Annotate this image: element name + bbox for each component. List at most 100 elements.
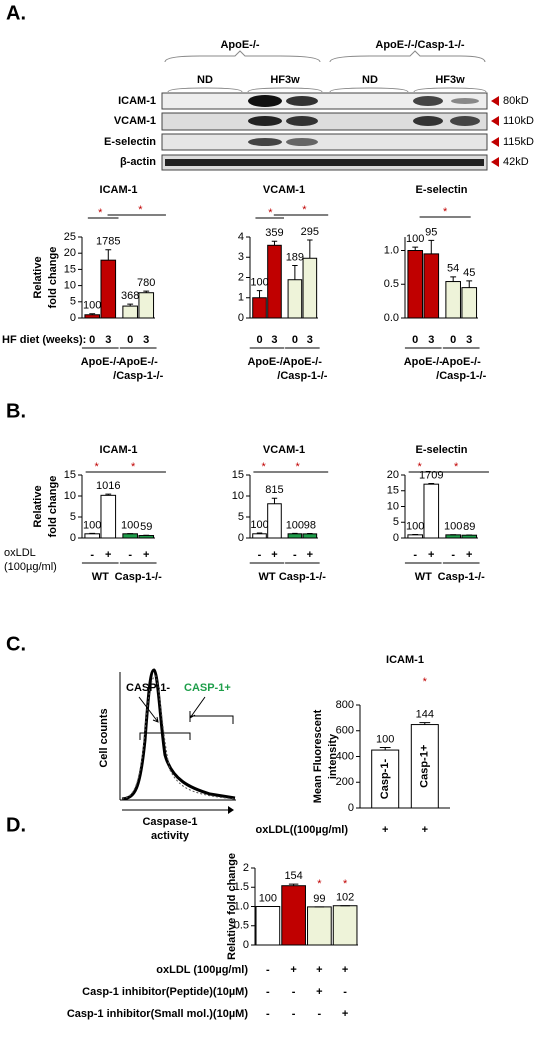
error-bar [428,239,435,254]
brace [329,50,486,63]
panel-label: B. [6,400,26,422]
value-label: 100 [83,300,101,312]
y-tick-label: 1.0 [384,244,399,256]
value-label: 59 [140,521,152,533]
chart-title: ICAM-1 [100,184,138,196]
diet-header: HF3w [435,74,465,86]
y-tick-label: 10 [64,280,76,292]
value-label: 99 [313,893,325,905]
category-label: + [466,549,472,561]
strain-header: ApoE-/- [220,39,259,51]
value-label: 100 [250,277,268,289]
bar [407,534,424,539]
y-axis-label: fold change [47,476,59,538]
category-label: + [271,549,277,561]
value-label: 1785 [96,236,120,248]
category-label: - [128,549,132,561]
blot-strip [161,112,488,131]
error-bar [256,532,263,534]
row-label: HF diet (weeks): [2,334,86,346]
treatment-mark: - [266,964,270,976]
group-label: WT [258,571,275,583]
value-label: 100 [376,733,394,745]
value-label: 100 [83,519,101,531]
row-label: (100µg/ml) [4,561,57,573]
y-tick-label: 10 [387,500,399,512]
category-label: 0 [450,334,456,346]
bar [252,297,267,319]
error-bar [412,246,419,251]
bar [281,885,306,946]
axis-label: activity [151,830,190,842]
error-bar [271,497,278,504]
treatment-mark: + [316,964,322,976]
group-label: ApoE-/- [404,356,443,368]
chart-title: E-selectin [416,444,468,456]
treatment-mark: + [342,964,348,976]
treatment-mark: + [290,964,296,976]
error-bar [127,303,134,307]
category-label: 3 [143,334,149,346]
treatment-mark: + [316,986,322,998]
blot-strip [161,92,488,110]
group-label: ApoE-/- [119,356,158,368]
y-tick-label: 800 [336,699,354,711]
y-tick-label: 10 [232,490,244,502]
category-label: Casp-1- [379,759,391,800]
y-tick-label: 0.5 [384,278,399,290]
band [165,159,484,166]
y-tick-label: 5 [238,511,244,523]
category-label: - [90,549,94,561]
size-label: 115kD [503,136,534,148]
y-tick-label: 1.5 [234,881,249,893]
error-bar [105,249,112,261]
bar [84,314,101,319]
error-bar [466,280,473,288]
category-label: 3 [105,334,111,346]
significance-star: * [94,461,99,473]
panel-label: D. [6,814,26,836]
bar [332,905,358,946]
strain-header: ApoE-/-/Casp-1-/- [375,39,465,51]
value-label: 295 [301,226,319,238]
group-label: Casp-1-/- [438,571,485,583]
bar [100,259,117,319]
size-label: 42kD [503,156,529,168]
category-label: 3 [428,334,434,346]
treatment-mark: - [266,1008,270,1020]
value-label: 100 [406,520,424,532]
category-label: + [143,549,149,561]
treatment-mark: - [292,986,296,998]
significance-star: * [98,207,103,219]
treatment-mark: - [343,986,347,998]
error-bar [428,483,435,485]
y-tick-label: 15 [387,485,399,497]
y-tick-label: 0 [393,532,399,544]
y-tick-label: 200 [336,776,354,788]
group-label: ApoE-/- [283,356,322,368]
y-axis-label: Relative fold change [226,853,238,960]
value-label: 100 [250,519,268,531]
value-label: 45 [463,267,475,279]
histogram-curve [121,668,236,801]
error-bar [89,313,96,315]
bar [287,533,303,539]
gate-label: CASP-1+ [184,682,231,694]
chart-title: VCAM-1 [263,184,305,196]
significance-star: * [317,878,322,890]
bar [302,533,318,539]
value-label: 1709 [419,469,443,481]
value-label: 100 [259,892,277,904]
significance-star: * [131,461,136,473]
bar [267,244,282,319]
band [286,138,318,146]
error-bar [271,240,278,246]
y-tick-label: 5 [393,516,399,528]
value-label: 780 [137,277,155,289]
size-label: 80kD [503,95,529,107]
group-label: ApoE-/- [81,356,120,368]
bar [461,534,478,539]
bar [410,724,439,809]
brace [167,87,487,93]
category-label: + [428,549,434,561]
